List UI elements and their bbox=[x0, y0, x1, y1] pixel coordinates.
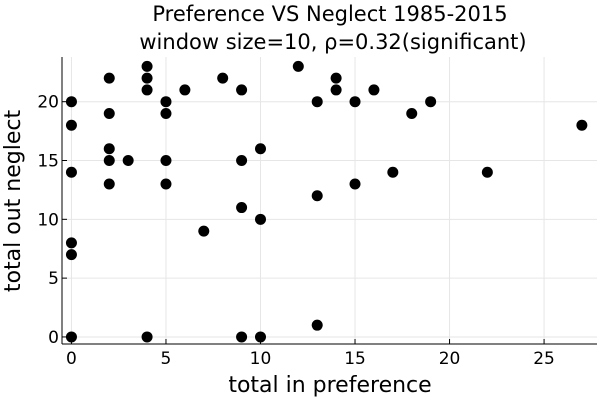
data-point-2 bbox=[66, 237, 77, 248]
data-point-36 bbox=[350, 179, 361, 190]
data-point-22 bbox=[217, 73, 228, 84]
data-point-31 bbox=[312, 320, 323, 331]
y-tick-label-0: 0 bbox=[48, 328, 59, 348]
data-point-28 bbox=[255, 214, 266, 225]
data-point-12 bbox=[142, 331, 153, 342]
x-axis-label: total in preference bbox=[228, 373, 431, 398]
data-point-4 bbox=[66, 120, 77, 131]
data-point-38 bbox=[368, 84, 379, 95]
data-point-42 bbox=[482, 167, 493, 178]
data-point-8 bbox=[104, 143, 115, 154]
chart-title: Preference VS Neglect 1985-2015 bbox=[152, 2, 507, 26]
x-tick-label-0: 0 bbox=[66, 349, 77, 369]
data-point-18 bbox=[160, 108, 171, 119]
data-point-25 bbox=[236, 155, 247, 166]
x-tick-label-5: 25 bbox=[533, 349, 555, 369]
data-point-26 bbox=[236, 84, 247, 95]
x-tick-label-3: 15 bbox=[344, 349, 366, 369]
data-point-19 bbox=[160, 96, 171, 107]
y-tick-label-1: 5 bbox=[48, 269, 59, 289]
data-point-32 bbox=[312, 190, 323, 201]
data-point-41 bbox=[425, 96, 436, 107]
data-point-29 bbox=[255, 143, 266, 154]
data-point-35 bbox=[331, 73, 342, 84]
data-point-13 bbox=[142, 84, 153, 95]
data-point-21 bbox=[198, 226, 209, 237]
y-tick-label-3: 15 bbox=[37, 152, 59, 172]
data-point-23 bbox=[236, 331, 247, 342]
y-axis-label: total out neglect bbox=[1, 110, 26, 293]
y-tick-label-2: 10 bbox=[37, 210, 59, 230]
data-point-10 bbox=[104, 73, 115, 84]
x-tick-label-2: 10 bbox=[250, 349, 272, 369]
data-point-43 bbox=[576, 120, 587, 131]
data-point-3 bbox=[66, 167, 77, 178]
data-point-11 bbox=[123, 155, 134, 166]
x-tick-label-1: 5 bbox=[161, 349, 172, 369]
x-tick-label-4: 20 bbox=[439, 349, 461, 369]
data-point-7 bbox=[104, 155, 115, 166]
y-tick-label-4: 20 bbox=[37, 93, 59, 113]
data-point-9 bbox=[104, 108, 115, 119]
data-point-33 bbox=[312, 96, 323, 107]
data-point-16 bbox=[160, 179, 171, 190]
data-point-5 bbox=[66, 96, 77, 107]
data-point-24 bbox=[236, 202, 247, 213]
data-point-40 bbox=[406, 108, 417, 119]
data-point-34 bbox=[331, 84, 342, 95]
data-point-1 bbox=[66, 249, 77, 260]
data-point-30 bbox=[293, 61, 304, 72]
data-point-15 bbox=[142, 61, 153, 72]
data-point-17 bbox=[160, 155, 171, 166]
data-point-0 bbox=[66, 331, 77, 342]
data-point-20 bbox=[179, 84, 190, 95]
chart-subtitle: window size=10, ρ=0.32(significant) bbox=[139, 30, 526, 54]
data-point-39 bbox=[387, 167, 398, 178]
data-point-27 bbox=[255, 331, 266, 342]
data-point-14 bbox=[142, 73, 153, 84]
data-point-37 bbox=[350, 96, 361, 107]
data-point-6 bbox=[104, 179, 115, 190]
